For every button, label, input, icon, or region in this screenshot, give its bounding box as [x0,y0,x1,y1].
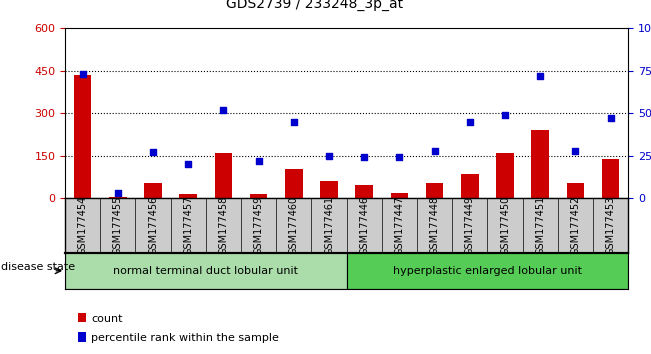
Text: GSM177453: GSM177453 [605,196,616,255]
Point [605,115,616,121]
Bar [347,253,628,289]
Point [183,161,193,167]
Text: GSM177459: GSM177459 [254,196,264,255]
Text: hyperplastic enlarged lobular unit: hyperplastic enlarged lobular unit [393,266,582,276]
Text: GSM177460: GSM177460 [289,196,299,255]
Text: normal terminal duct lobular unit: normal terminal duct lobular unit [113,266,298,276]
Text: GSM177449: GSM177449 [465,196,475,255]
Point [218,107,229,113]
Text: GSM177451: GSM177451 [535,196,546,255]
Point [113,190,123,196]
Point [570,148,581,154]
Point [500,112,510,118]
Point [535,73,546,79]
Bar [180,194,197,198]
Text: GSM177447: GSM177447 [395,196,404,255]
Text: GSM177452: GSM177452 [570,196,581,255]
Bar [602,159,619,198]
Text: GSM177450: GSM177450 [500,196,510,255]
Text: count: count [91,314,122,324]
Bar [215,153,232,198]
Bar [320,181,338,198]
Point [324,153,334,159]
Bar [531,130,549,198]
Bar [461,174,478,198]
Text: disease state: disease state [1,262,75,272]
Point [288,119,299,125]
Bar [109,197,127,198]
Point [148,149,158,155]
Bar [145,183,162,198]
Bar [426,183,443,198]
Text: GSM177457: GSM177457 [184,196,193,255]
Text: GSM177454: GSM177454 [77,196,88,255]
Text: GSM177448: GSM177448 [430,196,439,255]
Text: GSM177455: GSM177455 [113,196,123,255]
Text: GSM177446: GSM177446 [359,196,369,255]
Bar [566,183,584,198]
Bar [391,193,408,198]
Text: GSM177458: GSM177458 [219,196,229,255]
Point [253,158,264,164]
Bar [355,185,373,198]
Bar [250,194,268,198]
Bar [285,169,303,198]
Point [359,155,370,160]
Point [395,155,405,160]
Bar [74,75,92,198]
Text: GSM177461: GSM177461 [324,196,334,255]
Point [430,148,440,154]
Point [465,119,475,125]
Text: GSM177456: GSM177456 [148,196,158,255]
Bar [65,253,347,289]
Text: percentile rank within the sample: percentile rank within the sample [91,333,279,343]
Bar [496,153,514,198]
Point [77,72,88,77]
Text: GDS2739 / 233248_3p_at: GDS2739 / 233248_3p_at [225,0,403,11]
